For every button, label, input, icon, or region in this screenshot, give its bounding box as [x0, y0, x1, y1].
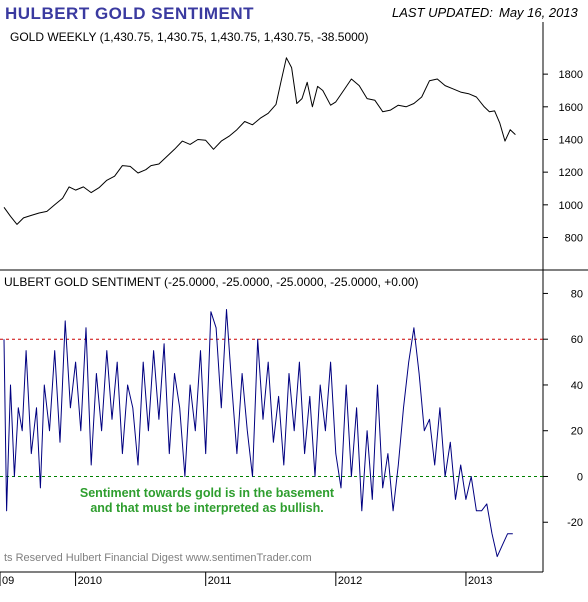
chart-title: HULBERT GOLD SENTIMENT — [5, 4, 254, 23]
price-y-tick-label: 800 — [565, 232, 583, 244]
series-lines — [3, 57, 516, 558]
sentiment-y-ticks: -20 0 20 40 60 80 — [543, 288, 583, 529]
price-series-line — [3, 57, 516, 225]
footer-credits: ts Reserved Hulbert Financial Digest www… — [4, 552, 312, 564]
price-y-tick-label: 1000 — [559, 200, 583, 212]
price-y-tick-label: 1800 — [559, 69, 583, 81]
annotation-line-2: and that must be interpreted as bullish. — [90, 501, 323, 515]
reference-lines — [0, 338, 543, 477]
last-updated-date: May 16, 2013 — [499, 5, 579, 20]
sentiment-y-tick-label: 80 — [571, 288, 583, 300]
price-panel-label: GOLD WEEKLY (1,430.75, 1,430.75, 1,430.7… — [10, 30, 368, 44]
annotation-line-1: Sentiment towards gold is in the basemen… — [80, 486, 335, 500]
sentiment-y-tick-label: 60 — [571, 334, 583, 346]
price-y-ticks: 800 1000 1200 1400 1600 1800 — [543, 69, 583, 244]
x-tick-label: 2013 — [468, 575, 492, 587]
sentiment-y-tick-label: -20 — [567, 517, 583, 529]
last-updated-label: LAST UPDATED: — [392, 5, 493, 20]
x-tick-label: 09 — [2, 575, 14, 587]
x-tick-label: 2011 — [208, 575, 232, 587]
price-y-tick-label: 1200 — [559, 167, 583, 179]
sentiment-y-tick-label: 0 — [577, 471, 583, 483]
sentiment-y-tick-label: 40 — [571, 380, 583, 392]
sentiment-y-tick-label: 20 — [571, 426, 583, 438]
x-tick-label: 2012 — [338, 575, 362, 587]
x-tick-label: 2010 — [78, 575, 102, 587]
price-y-tick-label: 1600 — [559, 102, 583, 114]
x-axis-ticks: 09 2010 2011 2012 2013 — [0, 572, 492, 587]
sentiment-panel-label: ULBERT GOLD SENTIMENT (-25.0000, -25.000… — [4, 275, 419, 289]
price-y-tick-label: 1400 — [559, 134, 583, 146]
sentiment-series-line — [3, 309, 513, 558]
